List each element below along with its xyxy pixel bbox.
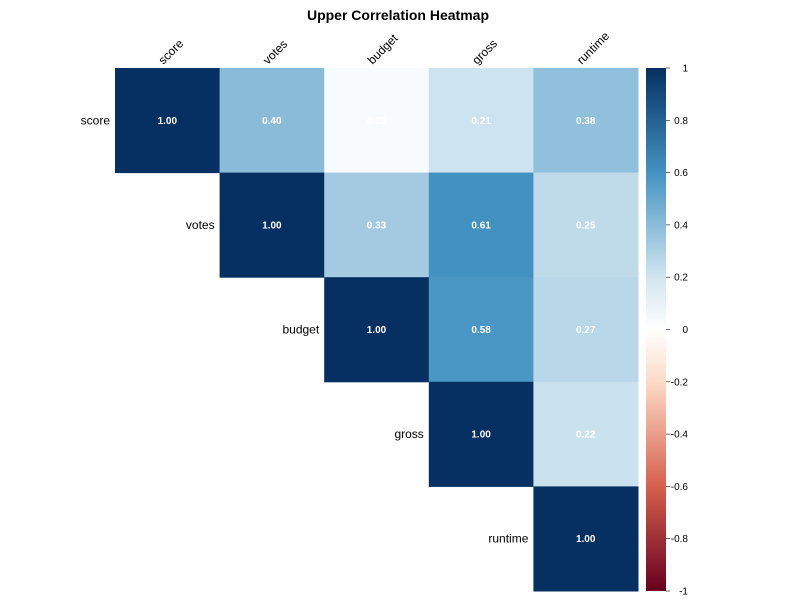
- heatmap-cell-score-gross: [428, 68, 534, 174]
- cell-value-votes-runtime: 0.25: [576, 220, 596, 231]
- heatmap-cell-votes-votes: [219, 172, 325, 278]
- column-labels: score votes budget gross runtime: [156, 29, 613, 67]
- colorbar-tick-label: 0.2: [674, 273, 688, 284]
- cell-value-votes-votes: 1.00: [262, 220, 282, 231]
- heatmap-cell-score-votes: [219, 68, 325, 174]
- colorbar-tick-label: -0.8: [671, 534, 689, 545]
- heatmap-cell-votes-runtime: [533, 172, 639, 278]
- heatmap-cell-runtime-runtime: [533, 486, 639, 592]
- col-label-budget: budget: [365, 31, 401, 67]
- row-labels: score votes budget gross runtime: [81, 113, 529, 545]
- row-label-budget: budget: [282, 323, 319, 337]
- cell-value-budget-gross: 0.58: [471, 325, 491, 336]
- heatmap-cells: 1.00 0.40 0.03 0.21 0.38 1.00 0.33 0.61 0.25 1.00…: [115, 68, 639, 592]
- colorbar-ticks: 1 0.8 0.6 0.4 0.2 0 -0.2 -0.4 -0.6 -0.8 -1: [666, 64, 688, 598]
- colorbar-tick-label: -0.6: [671, 482, 689, 493]
- heatmap-cell-score-score: [115, 68, 221, 174]
- row-label-gross: gross: [394, 427, 423, 441]
- colorbar-tick-label: 0.6: [674, 168, 688, 179]
- col-label-gross: gross: [469, 36, 500, 67]
- colorbar-tick-label: 1: [682, 64, 688, 75]
- cell-value-budget-runtime: 0.27: [576, 325, 596, 336]
- col-label-score: score: [156, 36, 187, 67]
- colorbar-tick-label: 0: [682, 325, 688, 336]
- cell-value-gross-runtime: 0.22: [576, 430, 596, 441]
- heatmap-cell-budget-budget: [324, 277, 430, 383]
- cell-value-score-runtime: 0.38: [576, 116, 596, 127]
- heatmap-cell-score-budget: [324, 68, 430, 174]
- heatmap-cell-votes-gross: [428, 172, 534, 278]
- heatmap-cell-gross-runtime: [533, 381, 639, 487]
- row-label-votes: votes: [186, 218, 215, 232]
- cell-value-budget-budget: 1.00: [367, 325, 387, 336]
- colorbar-tick-label: -1: [679, 587, 688, 598]
- cell-value-score-gross: 0.21: [471, 116, 491, 127]
- cell-value-score-budget: 0.03: [367, 116, 387, 127]
- cell-value-score-votes: 0.40: [262, 116, 282, 127]
- cell-value-votes-budget: 0.33: [367, 220, 387, 231]
- colorbar: [646, 68, 666, 591]
- heatmap-cell-score-runtime: [533, 68, 639, 174]
- cell-value-votes-gross: 0.61: [471, 220, 491, 231]
- col-label-votes: votes: [260, 37, 290, 67]
- row-label-runtime: runtime: [488, 532, 528, 546]
- heatmap-cell-budget-gross: [428, 277, 534, 383]
- colorbar-tick-label: -0.4: [671, 430, 689, 441]
- colorbar-tick-label: 0.8: [674, 116, 688, 127]
- heatmap-cell-budget-runtime: [533, 277, 639, 383]
- heatmap-cell-votes-budget: [324, 172, 430, 278]
- cell-value-score-score: 1.00: [158, 116, 178, 127]
- heatmap-cell-gross-gross: [428, 381, 534, 487]
- cell-value-gross-gross: 1.00: [471, 430, 491, 441]
- row-label-score: score: [81, 113, 111, 127]
- col-label-runtime: runtime: [574, 29, 612, 67]
- cell-value-runtime-runtime: 1.00: [576, 534, 596, 545]
- colorbar-tick-label: 0.4: [674, 220, 688, 231]
- colorbar-tick-label: -0.2: [671, 377, 689, 388]
- chart-title: Upper Correlation Heatmap: [307, 7, 489, 23]
